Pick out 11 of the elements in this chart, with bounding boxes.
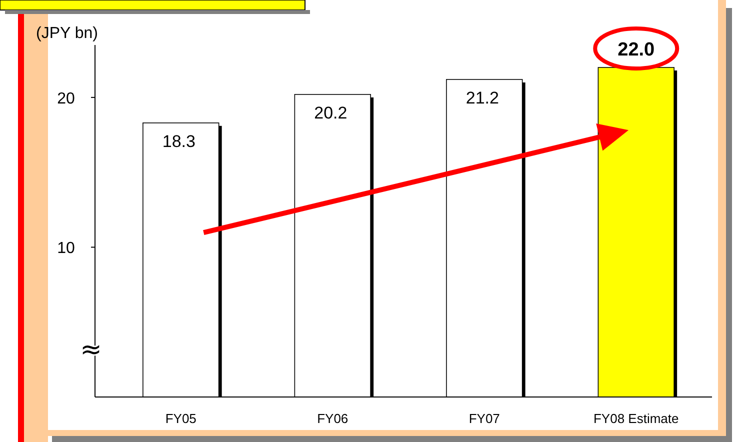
y-tick-label: 10 [57,240,75,258]
data-label: 20.2 [314,103,348,122]
y-tick-label: 20 [57,90,75,108]
y-axis-title: (JPY bn) [36,25,98,42]
x-tick-label: FY08 Estimate [593,411,679,426]
x-tick-label: FY06 [317,411,348,426]
x-tick-label: FY07 [468,411,500,426]
data-label: 22.0 [618,39,655,60]
data-label: 18.3 [162,132,196,151]
x-tick-label: FY05 [165,411,196,426]
data-label: 21.2 [466,88,499,108]
